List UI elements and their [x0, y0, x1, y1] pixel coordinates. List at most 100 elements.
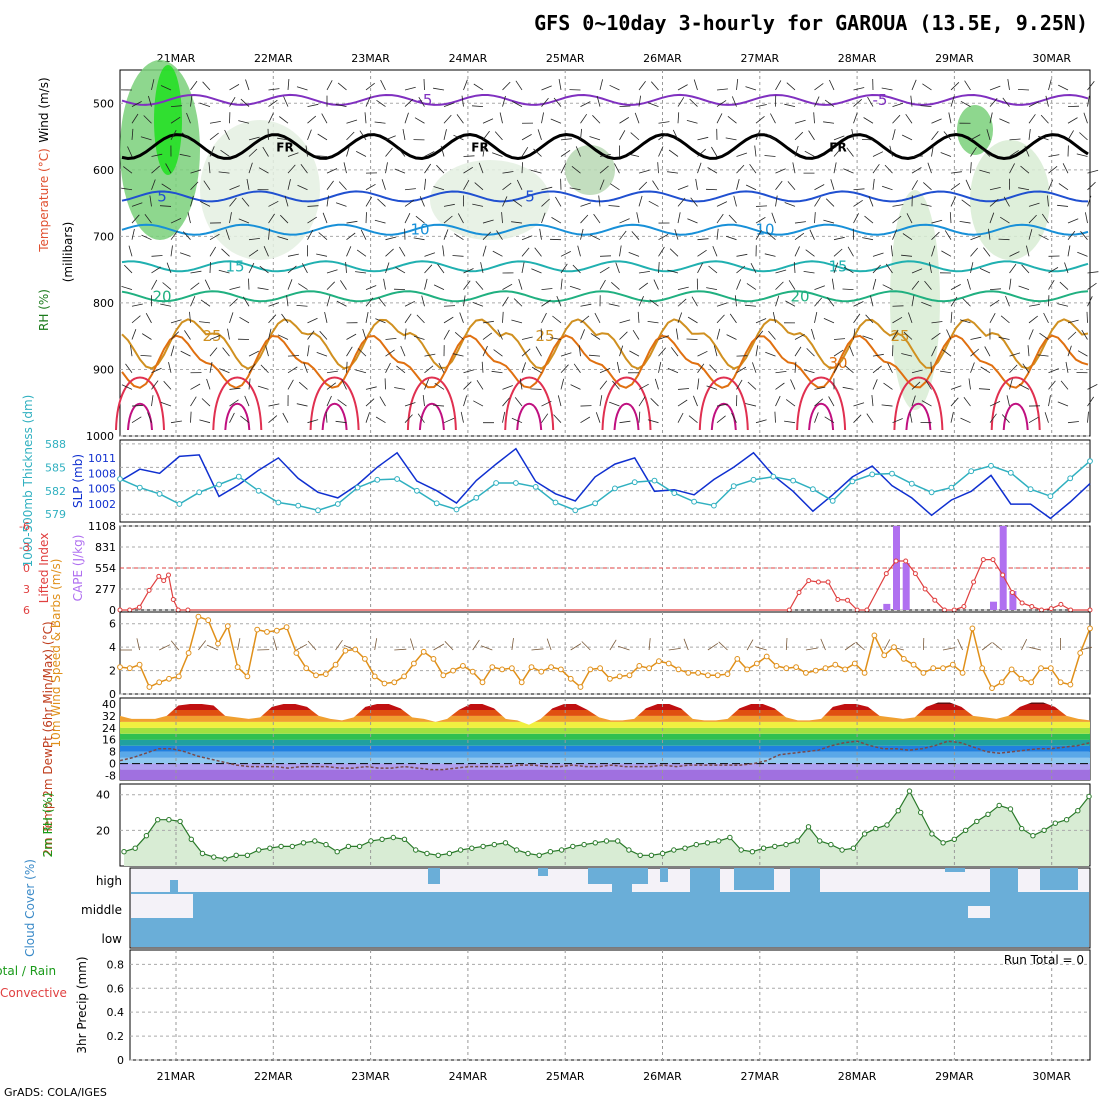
wind-barb — [259, 265, 269, 274]
wind-barb — [931, 245, 936, 257]
wind-barb — [1086, 311, 1088, 323]
wind-barb — [833, 135, 845, 141]
wind-barb — [1067, 230, 1076, 240]
wind-barb — [326, 281, 335, 290]
isotherm-line — [893, 376, 944, 431]
wind-barb — [654, 378, 659, 390]
wind-barb — [571, 165, 581, 174]
wind-barb — [345, 261, 347, 273]
wind-barb — [346, 220, 358, 224]
wind-barb — [716, 228, 719, 240]
wind-barb — [980, 366, 991, 374]
wind-barb — [298, 283, 308, 290]
cape-axis-label: CAPE (J/kg) — [71, 535, 85, 602]
wind-barb — [1028, 114, 1036, 124]
wind10m-point — [773, 663, 780, 669]
wind10m-point — [117, 664, 123, 670]
wind-barb — [580, 113, 588, 124]
wind-barb — [246, 178, 250, 190]
wind-barb — [161, 183, 172, 191]
wind-barb — [580, 329, 585, 340]
wind-barb — [190, 95, 193, 107]
wind-barb — [901, 134, 913, 141]
thickness-point — [829, 498, 836, 504]
wind-barb — [170, 331, 179, 340]
wind-barb — [708, 265, 718, 274]
wind-barb — [889, 145, 893, 157]
rh2m-point — [727, 834, 733, 841]
wind-barb — [493, 349, 503, 357]
wind-barb — [775, 371, 787, 374]
cloud-level-middle: middle — [81, 903, 122, 917]
wind-barb — [790, 379, 796, 390]
wind-barb — [307, 317, 318, 324]
wind10m-point — [607, 675, 613, 682]
wind-barb — [615, 262, 620, 274]
wind-barb — [736, 78, 739, 91]
wind-barb — [199, 102, 211, 107]
lifted-index-point — [786, 607, 792, 613]
rh-shading — [565, 145, 615, 195]
slp-thickness-panel: 579 582 585 588 1002 1005 1008 1011 1000-500mb … — [21, 395, 1093, 567]
wind-barb — [268, 200, 279, 207]
wind-barb — [594, 312, 601, 324]
lifted-index-point — [854, 607, 860, 613]
temperature-band — [120, 769, 1090, 780]
wind10m-point — [793, 664, 799, 670]
wind-barb — [677, 399, 688, 407]
wind-barb — [287, 179, 291, 190]
wind-barb — [1067, 130, 1074, 141]
wind-barb — [599, 380, 608, 390]
wind-barb — [923, 182, 932, 191]
wind-barb — [1027, 345, 1030, 357]
wind-barb — [518, 278, 523, 290]
date-label-bottom: 27MAR — [740, 1070, 779, 1083]
wind-barb — [940, 152, 952, 157]
wind-barb — [190, 169, 202, 174]
rh2m-point — [379, 836, 385, 842]
wind10m-point — [587, 666, 594, 673]
wind10m-barb — [957, 638, 963, 651]
wind-barb — [424, 163, 432, 174]
wind-barb — [541, 288, 553, 290]
rh2m-point — [177, 818, 183, 825]
wind-barb — [530, 169, 542, 174]
wind-barb — [921, 400, 932, 407]
wind-barb — [668, 149, 679, 157]
wind-barb — [229, 298, 238, 307]
wind-barb — [823, 219, 835, 224]
lifted-index-point — [835, 597, 841, 602]
rh-shading — [154, 65, 182, 175]
wind-barb — [658, 246, 665, 257]
thickness-point — [651, 477, 658, 484]
wind-barb — [242, 296, 250, 307]
wind-barb — [182, 231, 191, 240]
wind-barb — [541, 400, 552, 407]
wind-barb — [716, 113, 723, 124]
precip-tick: 0.8 — [107, 958, 125, 971]
wind-barb — [1028, 416, 1039, 424]
isotherm-label: 25 — [202, 327, 221, 345]
wind-barb — [944, 230, 952, 240]
wind10m-barb — [198, 640, 207, 651]
wind-barb — [959, 221, 971, 224]
wind-barb — [870, 295, 874, 307]
wind-barb — [530, 388, 542, 390]
wind-barb — [257, 385, 269, 390]
wind-barb — [151, 165, 161, 174]
rh2m-point — [895, 808, 901, 814]
wind-barb — [1087, 396, 1095, 407]
rh2m-point — [615, 838, 621, 844]
wind-barb — [1009, 352, 1021, 357]
wind-barb — [240, 98, 250, 107]
wind-barb — [638, 181, 648, 191]
precip-axis-label: 3hr Precip (mm) — [75, 956, 89, 1053]
wind-barb — [499, 112, 503, 124]
wind-barb — [338, 181, 347, 191]
wind-barb — [170, 420, 182, 424]
wind-barb — [208, 162, 211, 174]
wind-barb — [672, 129, 679, 141]
thickness-point — [988, 462, 994, 469]
wind-barb — [814, 412, 819, 423]
